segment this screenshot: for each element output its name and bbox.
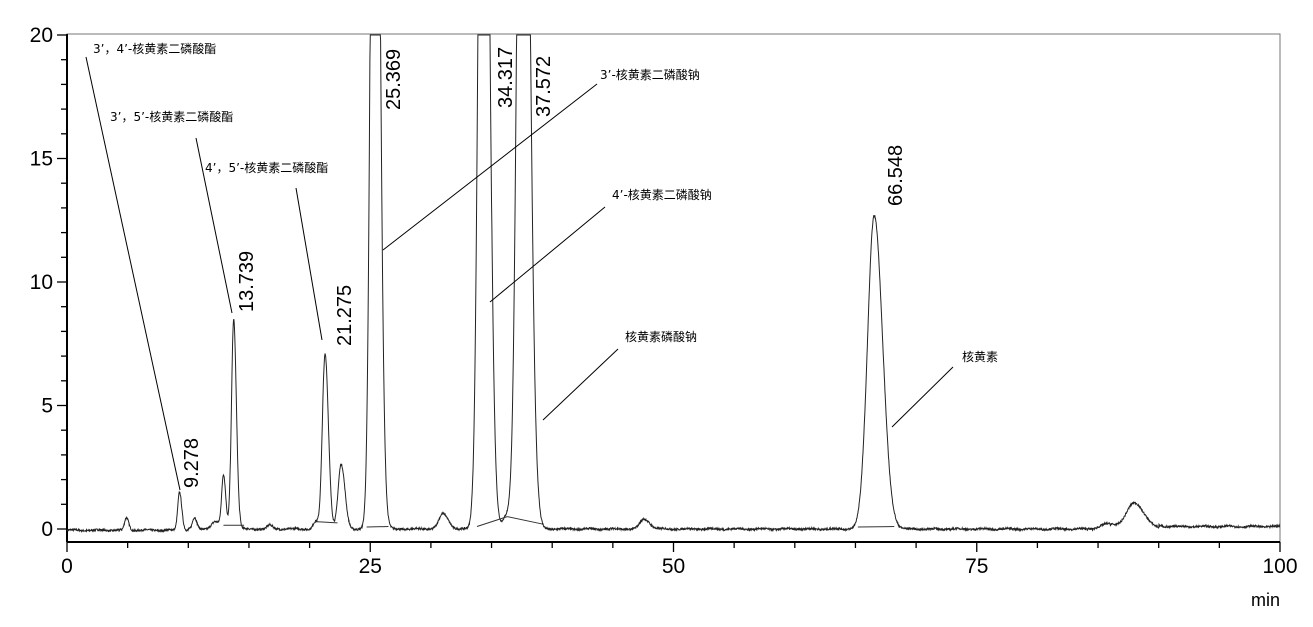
annotation-leader-line — [892, 367, 953, 427]
peak-retention-label: 66.548 — [885, 145, 907, 206]
x-tick-label: 100 — [1262, 555, 1297, 578]
annotation-leader-line — [490, 207, 605, 302]
peak-retention-label: 37.572 — [533, 56, 555, 117]
peak-retention-label: 34.317 — [495, 47, 517, 108]
peak-retention-label: 21.275 — [334, 285, 356, 346]
peak-retention-label: 25.369 — [383, 49, 405, 110]
integration-baseline — [316, 522, 338, 523]
peak-annotation: 3’-核黄素二磷酸钠 — [600, 67, 700, 82]
x-axis-label: min — [1251, 590, 1280, 610]
annotation-leader-line — [543, 349, 618, 420]
peak-annotation: 4’，5’-核黄素二磷酸酯 — [205, 160, 328, 175]
y-tick-label: 15 — [30, 148, 53, 171]
peak-annotation: 4’-核黄素二磷酸钠 — [612, 187, 712, 202]
peak-annotation: 3’，4’-核黄素二磷酸酯 — [93, 41, 216, 56]
peak-annotation: 3’，5’-核黄素二磷酸酯 — [110, 109, 233, 124]
y-tick-label: 20 — [30, 24, 53, 47]
x-tick-label: 0 — [61, 555, 73, 578]
integration-baseline — [477, 517, 507, 527]
x-tick-label: 75 — [965, 555, 988, 578]
peak-annotation: 核黄素 — [962, 350, 998, 364]
y-tick-label: 5 — [41, 395, 53, 418]
y-tick-label: 10 — [30, 271, 53, 294]
peak-retention-label: 9.278 — [181, 438, 203, 488]
annotation-leader-line — [296, 188, 322, 340]
annotation-leader-line — [383, 84, 597, 250]
peak-retention-label: 13.739 — [236, 251, 258, 312]
integration-baseline — [507, 517, 542, 524]
x-tick-label: 25 — [359, 555, 382, 578]
x-tick-label: 50 — [662, 555, 685, 578]
y-tick-label: 0 — [41, 518, 53, 541]
peak-annotation: 核黄素磷酸钠 — [625, 329, 697, 344]
